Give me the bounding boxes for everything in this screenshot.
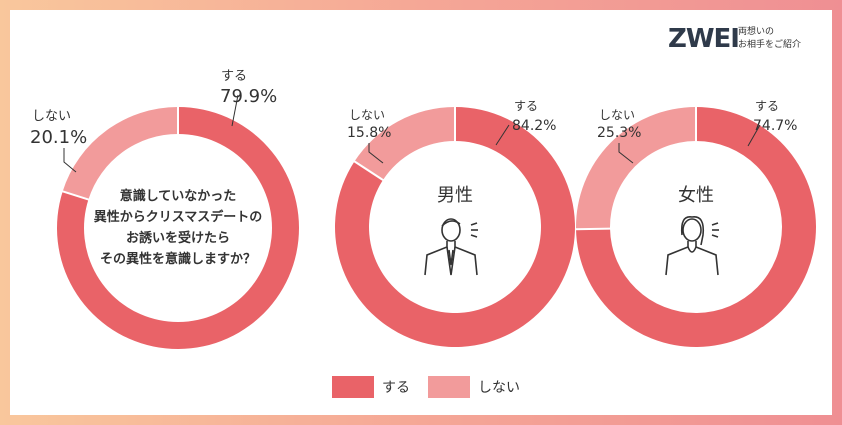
donut-1-label-yes-value: 84.2%	[512, 118, 556, 134]
donut-0-question-line-2: お誘いを受けたら	[126, 230, 230, 246]
logo-tagline-line1: 両想いの	[738, 27, 775, 37]
chart-panel	[10, 10, 832, 415]
legend-item-no: しない	[428, 376, 520, 398]
donut-0-label-yes-name: する	[221, 69, 247, 84]
donut-0-leader-no	[63, 148, 77, 173]
donut-2-label-no-name: しない	[599, 108, 635, 122]
man-icon	[424, 218, 478, 276]
legend-swatch-yes	[332, 376, 374, 398]
donut-0-question-line-1: 異性からクリスマスデートの	[94, 209, 263, 225]
donut-2-label-yes-name: する	[755, 99, 779, 113]
donut-0-label-yes-value: 79.9%	[220, 86, 277, 107]
donut-0-question-line-0: 意識していなかった	[120, 188, 237, 204]
logo-mark: ZWEI	[668, 24, 740, 54]
logo-tagline: 両想いの お相手をご紹介	[738, 26, 801, 52]
donut-0-question-line-3: その異性を意識しますか？	[100, 251, 256, 267]
donut-1-leader-no	[368, 143, 384, 164]
donut-0-slice-no	[62, 107, 178, 200]
chart-legend: する しない	[332, 374, 538, 400]
donut-0-label-no-value: 20.1%	[30, 127, 87, 148]
woman-icon	[665, 216, 719, 276]
donut-2-label-yes-value: 74.7%	[753, 118, 797, 134]
legend-item-yes: する	[332, 376, 410, 398]
donut-2-slice-no	[576, 107, 696, 230]
donut-1-label-yes-name: する	[514, 99, 538, 113]
donut-2-leader-yes	[747, 124, 761, 147]
legend-label-no: しない	[478, 380, 520, 396]
donut-0-leader-yes	[231, 94, 239, 127]
donut-1-slice-no	[354, 107, 455, 181]
donut-0-label-no-name: しない	[32, 109, 71, 124]
donut-2-label-no-value: 25.3%	[597, 125, 641, 141]
brand-logo: ZWEI 両想いの お相手をご紹介	[668, 22, 828, 62]
donut-1-separator-1	[353, 160, 385, 182]
donut-2-title: 女性	[678, 185, 714, 206]
donut-2-leader-no	[618, 143, 634, 164]
donut-0-separator-1	[61, 190, 90, 201]
donut-1-leader-yes	[495, 124, 510, 146]
donut-1-label-no-value: 15.8%	[347, 125, 391, 141]
legend-swatch-no	[428, 376, 470, 398]
donut-2-separator-1	[575, 227, 612, 231]
donut-1-label-no-name: しない	[349, 108, 385, 122]
legend-label-yes: する	[382, 380, 410, 396]
logo-tagline-line2: お相手をご紹介	[738, 40, 802, 50]
donut-1-title: 男性	[437, 185, 473, 206]
